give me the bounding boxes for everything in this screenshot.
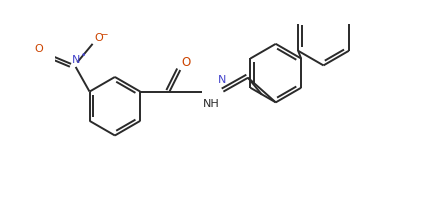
Text: N: N: [218, 75, 226, 84]
Text: −: −: [100, 29, 108, 39]
Text: O: O: [94, 33, 103, 43]
Text: N: N: [71, 55, 80, 64]
Text: O: O: [34, 44, 43, 54]
Text: •: •: [80, 51, 86, 60]
Text: O: O: [182, 56, 191, 69]
Text: NH: NH: [203, 98, 220, 108]
